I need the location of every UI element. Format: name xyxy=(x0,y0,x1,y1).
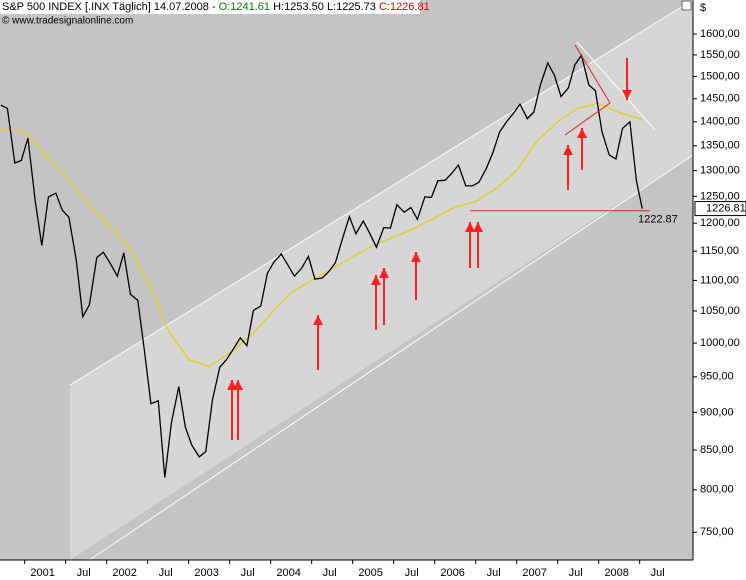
bottom-axis-bg xyxy=(0,560,693,580)
last-price-label: 1226.81 xyxy=(706,202,746,214)
x-tick-label: Jul xyxy=(77,567,91,579)
arrow-head xyxy=(465,222,475,232)
arrow-head xyxy=(577,128,587,138)
x-tick-label: Jul xyxy=(569,567,583,579)
header: S&P 500 INDEX [.INX Täglich] 14.07.2008 … xyxy=(2,1,430,13)
open: O:1241.61 xyxy=(219,1,270,13)
close-button[interactable] xyxy=(681,0,692,11)
x-tick-label: Jul xyxy=(323,567,337,579)
right-axis-bg xyxy=(693,0,746,580)
x-tick-label: 2003 xyxy=(194,567,218,579)
y-tick-label: 900,00 xyxy=(700,406,734,418)
y-tick-label: 1250,00 xyxy=(700,190,740,202)
series-line xyxy=(0,53,643,478)
low: L:1225.73 xyxy=(327,1,376,13)
x-tick-label: 2006 xyxy=(440,567,464,579)
instrument: S&P 500 INDEX [.INX Täglich] 14.07.2008 … xyxy=(2,1,216,13)
y-tick-label: 1450,00 xyxy=(700,93,740,105)
x-tick-label: 2001 xyxy=(30,567,54,579)
y-tick-label: 1550,00 xyxy=(700,49,740,61)
x-tick-label: 2008 xyxy=(604,567,628,579)
header-bg xyxy=(0,0,420,14)
arrow-head xyxy=(233,380,243,390)
x-tick-label: 2007 xyxy=(522,567,546,579)
y-tick-label: 750,00 xyxy=(700,526,734,538)
x-tick-label: Jul xyxy=(487,567,501,579)
arrow-head xyxy=(313,315,323,325)
y-tick-label: 1350,00 xyxy=(700,140,740,152)
channel-upper xyxy=(69,0,694,386)
x-tick-label: Jul xyxy=(241,567,255,579)
arrow-head xyxy=(379,268,389,278)
arrow-head xyxy=(622,90,632,100)
x-tick-label: Jul xyxy=(405,567,419,579)
x-tick-label: 2005 xyxy=(358,567,382,579)
arrow-head xyxy=(371,275,381,285)
y-tick-label: 1600,00 xyxy=(700,28,740,40)
y-tick-label: 1500,00 xyxy=(700,70,740,82)
channel-lower xyxy=(69,154,694,574)
y-tick-label: 1100,00 xyxy=(700,274,739,286)
y-tick-label: 1000,00 xyxy=(700,337,740,349)
y-tick-label: 1300,00 xyxy=(700,164,740,176)
series-line xyxy=(0,102,643,368)
y-tick-label: 850,00 xyxy=(700,444,734,456)
plot: 1222.87 xyxy=(0,53,678,478)
axes: 750,00 800,00 850,00 900,00 950,00 1000,00 105… xyxy=(24,28,746,579)
x-tick-label: 2002 xyxy=(112,567,136,579)
y-tick-label: 950,00 xyxy=(700,371,734,383)
y-tick-label: 1050,00 xyxy=(700,305,740,317)
high: H:1253.50 xyxy=(273,1,324,13)
arrow-head xyxy=(473,222,483,232)
x-tick-label: Jul xyxy=(651,567,665,579)
channel xyxy=(70,0,693,560)
y-tick-label: 1400,00 xyxy=(700,116,740,128)
arrow-head xyxy=(563,145,573,155)
arrow-head xyxy=(411,252,421,262)
source: © www.tradesignalonline.com xyxy=(2,16,133,27)
y-unit: $ xyxy=(700,2,706,14)
annotations xyxy=(564,44,611,136)
y-tick-label: 800,00 xyxy=(700,484,734,496)
arrows xyxy=(227,58,632,440)
y-tick-label: 1150,00 xyxy=(700,245,739,257)
y-tick-label: 1200,00 xyxy=(700,217,740,229)
x-tick-label: 2004 xyxy=(276,567,300,579)
support-label: 1222.87 xyxy=(638,214,678,226)
close: C:1226.81 xyxy=(379,1,430,13)
triangle xyxy=(564,44,611,136)
trend-line xyxy=(576,41,656,131)
x-tick-label: Jul xyxy=(159,567,173,579)
last-price-box xyxy=(694,201,746,217)
